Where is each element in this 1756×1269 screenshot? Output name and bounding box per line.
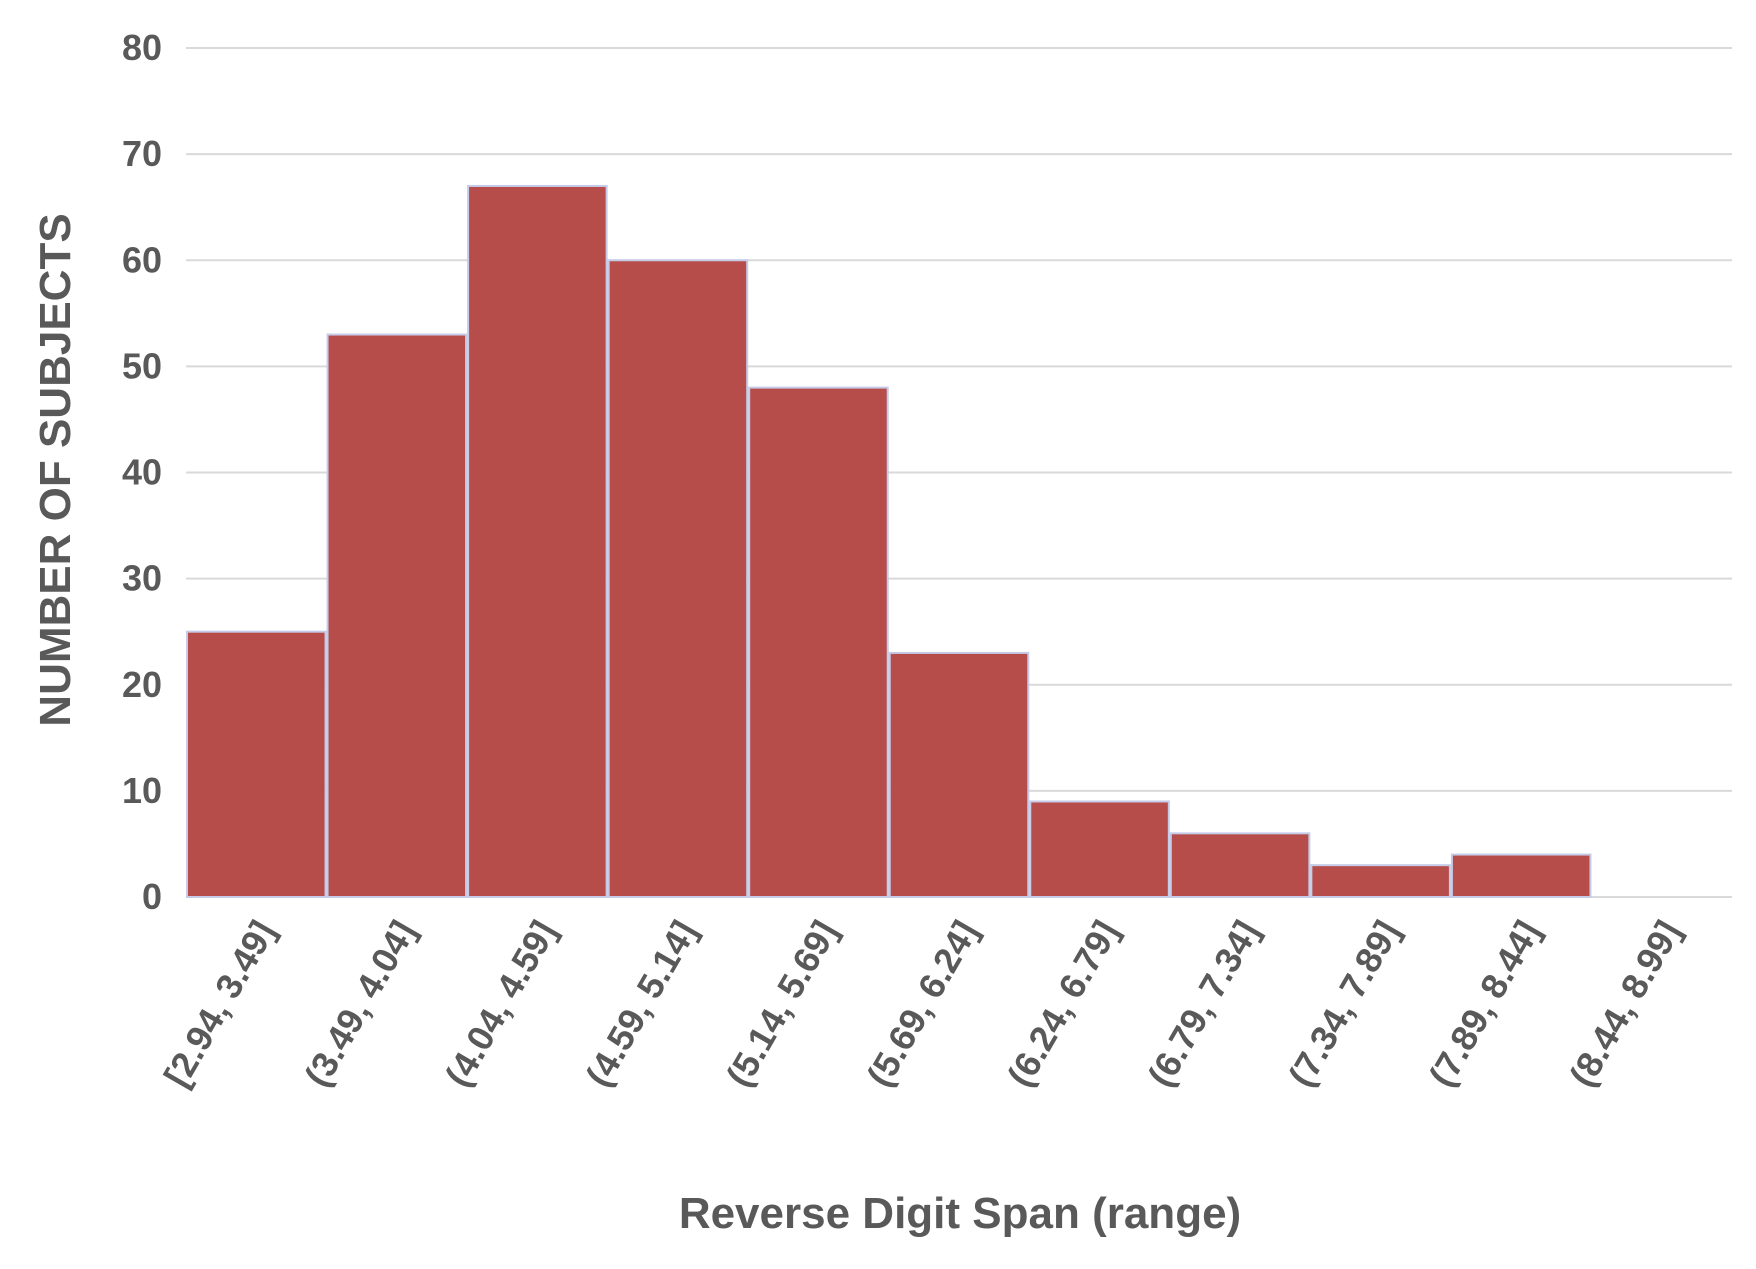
y-axis-ticks: 0 10 20 30 40 50 60 70 80: [122, 27, 162, 917]
bar: [1029, 800, 1170, 898]
x-axis-ticks: [2.94, 3.49] (3.49, 4.04] (4.04, 4.59] (4.5…: [156, 914, 1689, 1094]
x-tick-label: (6.79, 7.34]: [1139, 914, 1267, 1094]
y-tick-label: 20: [122, 664, 162, 705]
x-tick-label: (6.24, 6.79]: [999, 914, 1127, 1094]
bar: [607, 259, 749, 898]
bar: [888, 651, 1030, 898]
y-tick-label: 30: [122, 558, 162, 599]
bar: [1169, 832, 1311, 899]
bar: [1450, 853, 1592, 898]
x-tick-label: (7.34, 7.89]: [1280, 914, 1408, 1094]
bar: [186, 630, 327, 898]
x-tick-label: (8.44, 8.99]: [1561, 914, 1689, 1094]
y-tick-label: 70: [122, 133, 162, 174]
x-tick-label: (3.49, 4.04]: [296, 914, 424, 1094]
x-axis-title: Reverse Digit Span (range): [679, 1189, 1241, 1238]
bar: [467, 184, 608, 898]
y-tick-label: 40: [122, 452, 162, 493]
y-tick-label: 0: [142, 876, 162, 917]
y-tick-label: 60: [122, 239, 162, 280]
y-axis-title: NUMBER OF SUBJECTS: [31, 213, 80, 726]
bars: [186, 184, 1592, 899]
y-tick-label: 50: [122, 345, 162, 386]
x-tick-label: (5.14, 5.69]: [718, 914, 846, 1094]
x-tick-label: (4.04, 4.59]: [437, 914, 565, 1094]
x-tick-label: [2.94, 3.49]: [156, 914, 284, 1094]
y-tick-label: 10: [122, 770, 162, 811]
x-tick-label: (5.69, 6.24]: [858, 914, 986, 1094]
x-tick-label: (4.59, 5.14]: [577, 914, 705, 1094]
y-tick-label: 80: [122, 27, 162, 68]
bar: [1310, 864, 1451, 898]
bar: [748, 386, 889, 898]
x-tick-label: (7.89, 8.44]: [1421, 914, 1549, 1094]
bar: [326, 333, 468, 899]
